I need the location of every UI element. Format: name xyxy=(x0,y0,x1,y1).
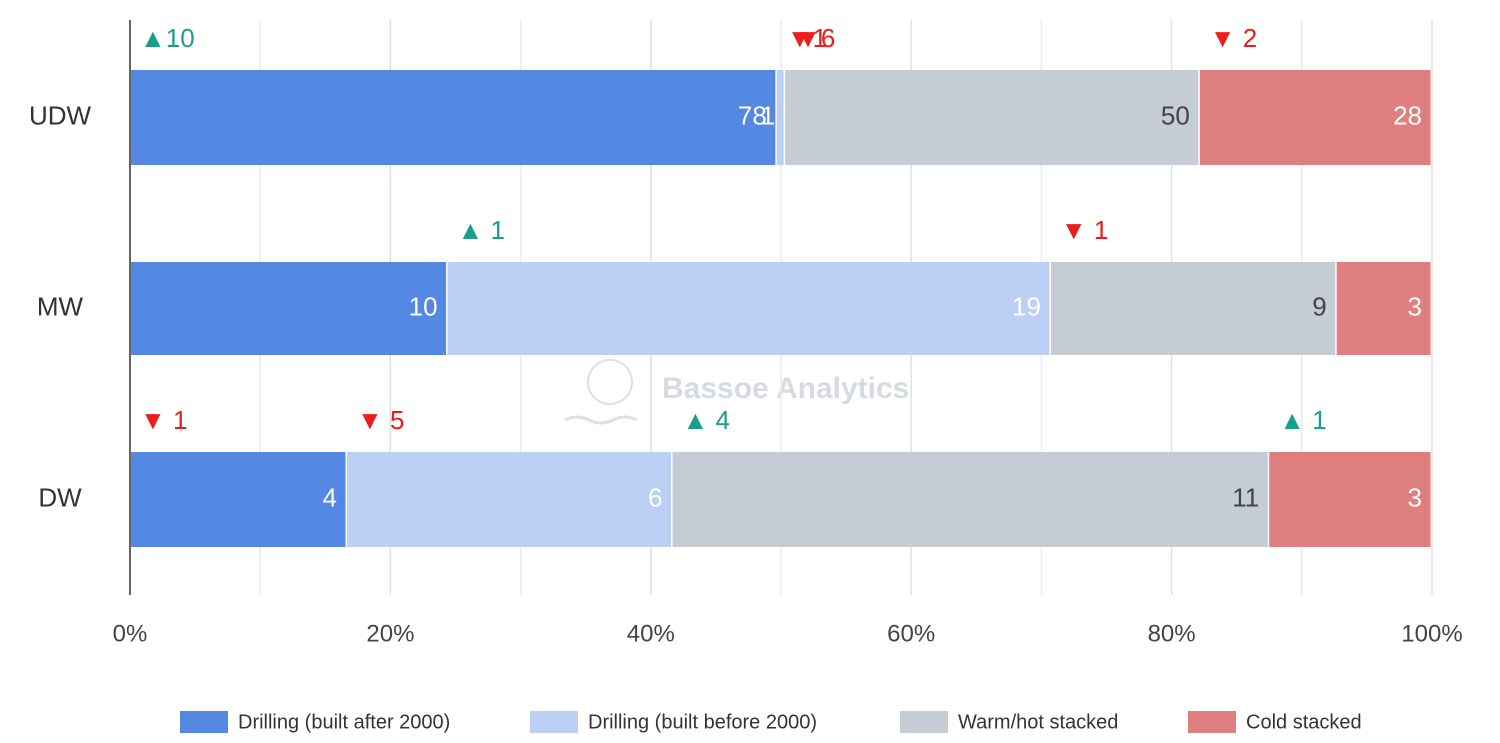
x-tick-label: 20% xyxy=(366,620,414,647)
category-label: MW xyxy=(37,291,84,321)
x-tick-label: 80% xyxy=(1148,620,1196,647)
bar-segment xyxy=(776,70,784,165)
bar-segment xyxy=(1199,70,1431,165)
x-tick-label: 100% xyxy=(1401,620,1462,647)
legend-label: Drilling (built before 2000) xyxy=(588,711,817,733)
data-label: 19 xyxy=(1012,291,1041,321)
data-label: 3 xyxy=(1408,482,1422,512)
bar-segment xyxy=(347,452,671,547)
data-label: 11 xyxy=(1232,482,1259,512)
data-label: 4 xyxy=(323,482,337,512)
bar-segment xyxy=(672,452,1268,547)
change-label: ▲10 xyxy=(140,23,195,53)
x-tick-label: 0% xyxy=(113,620,148,647)
change-label: ▼6 xyxy=(795,23,835,53)
bar-segment xyxy=(130,70,776,165)
category-label: UDW xyxy=(29,100,92,130)
data-label: 1 xyxy=(761,100,775,130)
legend-label: Cold stacked xyxy=(1246,711,1362,733)
data-label: 78 xyxy=(738,100,767,130)
change-label: ▼ 2 xyxy=(1210,23,1257,53)
watermark: Bassoe Analytics xyxy=(662,372,909,405)
data-label: 28 xyxy=(1393,100,1422,130)
change-label: ▼ 1 xyxy=(140,405,187,435)
data-label: 50 xyxy=(1161,100,1190,130)
bar-segment xyxy=(130,452,346,547)
change-label: ▼ 5 xyxy=(357,405,404,435)
data-label: 10 xyxy=(409,291,438,321)
bar-segment xyxy=(785,70,1199,165)
legend-label: Drilling (built after 2000) xyxy=(238,711,450,733)
legend-swatch xyxy=(1188,711,1236,733)
change-label: ▼ 1 xyxy=(1061,215,1108,245)
change-label: ▼1 xyxy=(787,23,827,53)
data-label: 3 xyxy=(1408,291,1422,321)
watermark-logo xyxy=(564,359,638,425)
change-label: ▲ 4 xyxy=(683,405,730,435)
bar-segment xyxy=(130,262,447,355)
bar-segment xyxy=(1050,262,1336,355)
legend-swatch xyxy=(900,711,948,733)
change-label: ▲ 1 xyxy=(1279,405,1326,435)
legend-swatch xyxy=(530,711,578,733)
legend-label: Warm/hot stacked xyxy=(958,711,1118,733)
bar-segment xyxy=(1269,452,1431,547)
change-label: ▲ 1 xyxy=(458,215,505,245)
bar-segment xyxy=(1336,262,1431,355)
data-label: 6 xyxy=(648,482,662,512)
category-label: DW xyxy=(38,482,82,512)
bar-segment xyxy=(447,262,1050,355)
legend-swatch xyxy=(180,711,228,733)
data-label: 9 xyxy=(1312,291,1326,321)
x-tick-label: 60% xyxy=(887,620,935,647)
x-tick-label: 40% xyxy=(627,620,675,647)
